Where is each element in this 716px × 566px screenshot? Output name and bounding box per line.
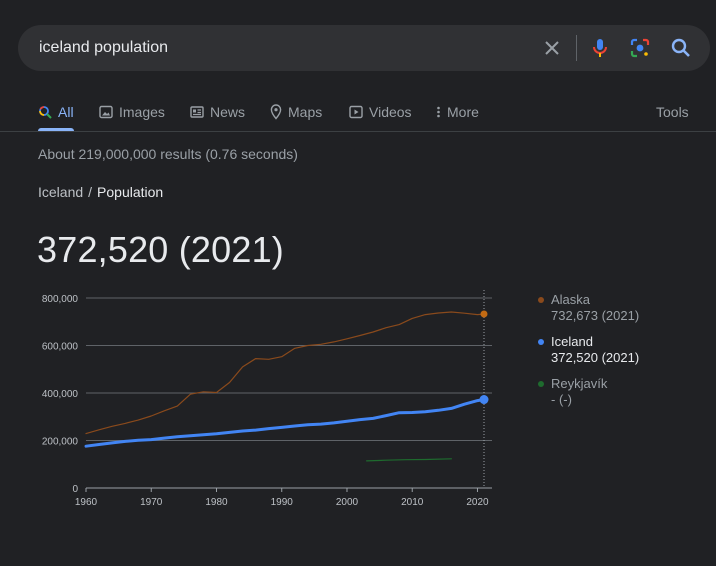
series-point-iceland	[479, 395, 489, 405]
more-vert-icon	[437, 106, 440, 118]
search-icon	[39, 106, 52, 119]
legend-item-iceland[interactable]: Iceland 372,520 (2021)	[538, 334, 639, 366]
legend-value: - (-)	[551, 392, 572, 407]
breadcrumb-separator: /	[88, 184, 93, 200]
series-line-iceland	[84, 398, 486, 448]
legend-dot	[538, 339, 544, 345]
tab-maps[interactable]: Maps	[270, 100, 322, 124]
chart-legend: Alaska 732,673 (2021) Iceland 372,520 (2…	[538, 292, 639, 418]
tab-maps-label: Maps	[288, 104, 323, 120]
tools-button[interactable]: Tools	[656, 100, 689, 124]
y-tick-label: 0	[72, 484, 78, 495]
search-input[interactable]: iceland population	[39, 39, 168, 56]
x-tick-label: 2010	[401, 497, 424, 508]
active-tab-indicator	[38, 128, 74, 131]
x-tick-label: 1990	[271, 497, 294, 508]
video-icon	[349, 105, 363, 119]
population-chart[interactable]: 0 200,000 400,000 600,000 800,000 1960 1970 198…	[0, 280, 520, 512]
tab-videos[interactable]: Videos	[349, 100, 412, 124]
x-tick-label: 2000	[336, 497, 359, 508]
tab-all-label: All	[58, 104, 74, 120]
news-icon	[190, 106, 204, 118]
clear-icon[interactable]	[540, 36, 564, 60]
legend-name: Iceland	[551, 334, 593, 349]
legend-dot	[538, 297, 544, 303]
y-tick-label: 800,000	[42, 294, 79, 305]
series-point-alaska	[480, 310, 488, 318]
search-bar-divider	[576, 35, 577, 61]
y-tick-label: 200,000	[42, 437, 79, 448]
population-value: 372,520 (2021)	[37, 229, 284, 270]
legend-item-alaska[interactable]: Alaska 732,673 (2021)	[538, 292, 639, 324]
tools-label: Tools	[656, 104, 689, 120]
tab-news-label: News	[210, 104, 246, 120]
image-icon	[99, 105, 113, 119]
search-bar[interactable]: iceland population	[18, 25, 710, 71]
result-stats: About 219,000,000 results (0.76 seconds)	[38, 146, 298, 162]
legend-value: 732,673 (2021)	[551, 308, 640, 323]
legend-item-reykjavik[interactable]: Reykjavík - (-)	[538, 376, 639, 408]
breadcrumb-parent[interactable]: Iceland	[38, 184, 84, 200]
breadcrumb: Iceland / Population	[38, 184, 163, 200]
series-line-alaska	[85, 311, 485, 435]
series-line-reykjavik	[366, 458, 452, 462]
y-tick-label: 600,000	[42, 342, 79, 353]
tab-images[interactable]: Images	[99, 100, 165, 124]
tab-more[interactable]: More	[436, 100, 479, 124]
x-tick-label: 2020	[466, 497, 489, 508]
search-icon[interactable]	[669, 36, 693, 60]
legend-value: 372,520 (2021)	[551, 350, 640, 365]
x-tick-label: 1960	[75, 497, 98, 508]
search-tabs: All Images News Maps Videos Mo	[0, 92, 716, 132]
legend-name: Alaska	[551, 292, 591, 307]
tab-images-label: Images	[119, 104, 165, 120]
tab-videos-label: Videos	[369, 104, 412, 120]
lens-camera-icon[interactable]	[628, 36, 652, 60]
legend-dot	[538, 381, 544, 387]
x-tick-label: 1980	[205, 497, 228, 508]
y-tick-label: 400,000	[42, 389, 79, 400]
legend-name: Reykjavík	[551, 376, 608, 391]
microphone-icon[interactable]	[588, 36, 612, 60]
breadcrumb-current: Population	[97, 184, 164, 200]
map-pin-icon	[270, 104, 282, 120]
tab-news[interactable]: News	[190, 100, 245, 124]
tab-all[interactable]: All	[38, 100, 74, 124]
x-tick-label: 1970	[140, 497, 163, 508]
tab-more-label: More	[447, 104, 479, 120]
header-divider	[0, 131, 716, 132]
